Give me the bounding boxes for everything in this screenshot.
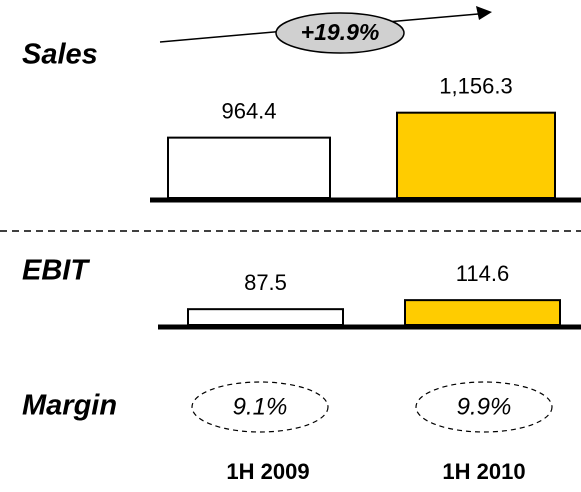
- value-label: 114.6: [456, 261, 509, 286]
- x-tick-label: 1H 2010: [442, 459, 525, 484]
- margin-bubble: [191, 381, 329, 433]
- value-label: 964.4: [221, 98, 276, 123]
- growth-label: +19.9%: [301, 19, 380, 45]
- bar: [396, 111, 556, 199]
- margin-bubble: [415, 381, 553, 433]
- bar: [404, 299, 561, 326]
- ebit-title: EBIT: [22, 255, 90, 287]
- bar: [167, 136, 331, 200]
- bar: [187, 308, 344, 326]
- margin-title: Margin: [22, 390, 117, 422]
- x-tick-label: 1H 2009: [226, 459, 309, 484]
- margin-label: 9.1%: [233, 393, 288, 420]
- margin-label: 9.9%: [457, 393, 512, 420]
- sales-title: Sales: [22, 39, 98, 71]
- arrow-head: [476, 6, 492, 20]
- value-label: 87.5: [244, 270, 287, 295]
- growth-bubble: [275, 12, 405, 54]
- value-label: 1,156.3: [439, 73, 512, 98]
